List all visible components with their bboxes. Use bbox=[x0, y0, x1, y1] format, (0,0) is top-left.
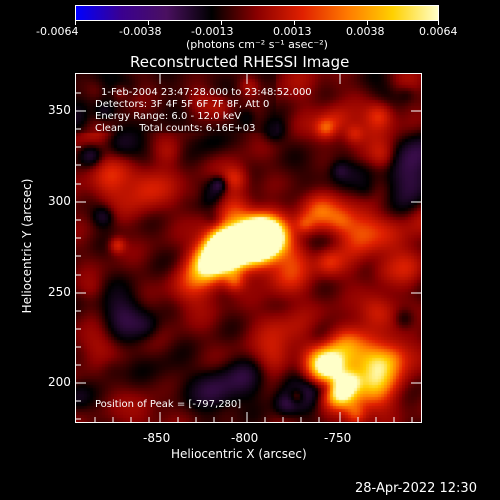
colorbar bbox=[75, 5, 439, 21]
colorbar-tick-label: -0.0064 bbox=[36, 25, 79, 38]
x-tick-label: -850 bbox=[143, 431, 171, 445]
x-tick-label: -750 bbox=[324, 431, 352, 445]
colorbar-units: (photons cm⁻² s⁻¹ asec⁻²) bbox=[186, 38, 328, 51]
peak-position-text: Position of Peak = [-797,280] bbox=[95, 399, 242, 410]
y-tick-label: 200 bbox=[48, 375, 71, 389]
x-axis-label: Heliocentric X (arcsec) bbox=[171, 447, 307, 461]
clean-counts-text: Clean Total counts: 6.16E+03 bbox=[95, 123, 256, 134]
x-tick-label: -800 bbox=[231, 431, 259, 445]
colorbar-ticks bbox=[75, 21, 439, 25]
y-tick-label: 250 bbox=[48, 285, 71, 299]
rhessi-image bbox=[75, 73, 421, 422]
colorbar-tick-label: -0.0038 bbox=[119, 25, 162, 38]
detectors-text: Detectors: 3F 4F 5F 6F 7F 8F, Att 0 bbox=[95, 99, 270, 110]
colorbar-tick-label: 0.0038 bbox=[346, 25, 385, 38]
y-tick-label: 300 bbox=[48, 194, 71, 208]
colorbar-tick-label: 0.0064 bbox=[419, 25, 458, 38]
time-range-text: 1-Feb-2004 23:47:28.000 to 23:48:52.000 bbox=[101, 87, 312, 98]
generated-date: 28-Apr-2022 12:30 bbox=[355, 481, 477, 496]
colorbar-tick-label: -0.0013 bbox=[191, 25, 234, 38]
plot-title: Reconstructed RHESSI Image bbox=[130, 53, 350, 71]
y-axis-label: Heliocentric Y (arcsec) bbox=[20, 178, 34, 314]
energy-range-text: Energy Range: 6.0 - 12.0 keV bbox=[95, 111, 242, 122]
colorbar-tick-label: 0.0013 bbox=[273, 25, 312, 38]
y-tick-label: 350 bbox=[48, 103, 71, 117]
